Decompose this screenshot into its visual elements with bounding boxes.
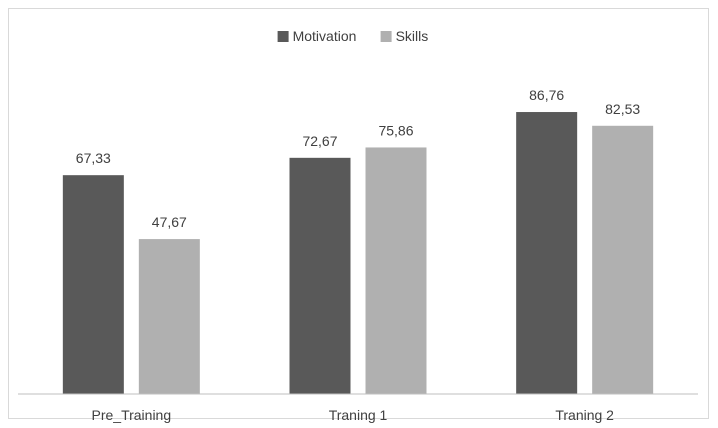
- data-label-skills-1: 47,67: [152, 214, 187, 230]
- bars: [62, 112, 654, 394]
- x-tick-label-1: Pre_Training: [92, 407, 172, 423]
- data-label-motivation-2: 72,67: [302, 133, 337, 149]
- x-tick-label-3: Traning 2: [555, 407, 614, 423]
- bar-skills-1: [138, 239, 200, 394]
- x-tick-label-2: Traning 1: [329, 407, 388, 423]
- data-labels: 67,33 47,67 72,67 75,86 86,76 82,53: [76, 87, 641, 230]
- data-label-skills-3: 82,53: [605, 101, 640, 117]
- x-axis-tick-labels: Pre_Training Traning 1 Traning 2: [92, 407, 615, 423]
- data-label-motivation-1: 67,33: [76, 150, 111, 166]
- data-label-skills-2: 75,86: [378, 122, 413, 138]
- legend-swatch-skills: [380, 31, 392, 42]
- bar-skills-3: [592, 125, 654, 394]
- bar-motivation-3: [516, 112, 578, 394]
- legend: Motivation Skills: [277, 28, 429, 44]
- data-label-motivation-3: 86,76: [529, 87, 564, 103]
- bar-motivation-2: [289, 157, 351, 394]
- legend-swatch-motivation: [277, 31, 289, 42]
- legend-label-skills: Skills: [396, 28, 429, 44]
- bar-motivation-1: [62, 175, 124, 394]
- bar-skills-2: [365, 147, 427, 394]
- legend-label-motivation: Motivation: [293, 28, 357, 44]
